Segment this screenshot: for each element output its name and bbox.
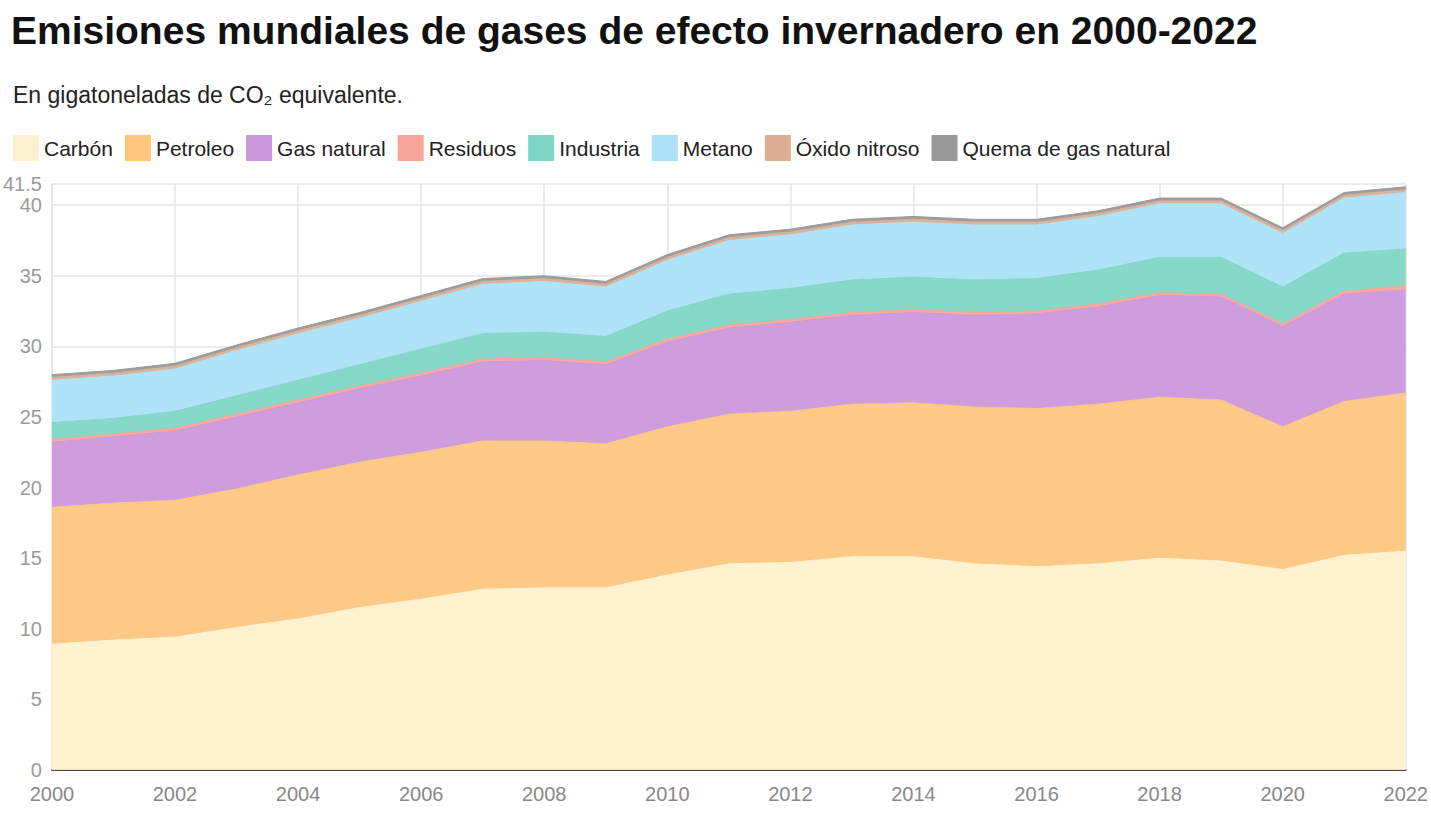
svg-text:40: 40 (20, 194, 42, 216)
svg-text:35: 35 (20, 265, 42, 287)
svg-text:Metano: Metano (683, 137, 753, 160)
svg-text:25: 25 (20, 406, 42, 428)
svg-text:2008: 2008 (522, 783, 567, 805)
svg-text:5: 5 (31, 688, 42, 710)
svg-text:2014: 2014 (891, 783, 936, 805)
svg-text:2020: 2020 (1260, 783, 1305, 805)
svg-text:Residuos: Residuos (429, 137, 517, 160)
svg-text:2010: 2010 (645, 783, 690, 805)
svg-text:Quema de gas natural: Quema de gas natural (963, 137, 1171, 160)
svg-text:Óxido nitroso: Óxido nitroso (796, 137, 920, 160)
svg-text:2002: 2002 (153, 783, 198, 805)
svg-text:15: 15 (20, 547, 42, 569)
svg-text:Emisiones mundiales de gases d: Emisiones mundiales de gases de efecto i… (11, 9, 1257, 52)
svg-text:10: 10 (20, 618, 42, 640)
svg-text:41.5: 41.5 (3, 173, 42, 195)
svg-text:0: 0 (31, 759, 42, 781)
svg-text:Gas natural: Gas natural (277, 137, 386, 160)
svg-text:2018: 2018 (1137, 783, 1182, 805)
svg-text:Carbón: Carbón (44, 137, 113, 160)
svg-text:2012: 2012 (768, 783, 813, 805)
svg-text:Petroleo: Petroleo (156, 137, 234, 160)
svg-text:2022: 2022 (1384, 783, 1429, 805)
svg-text:Industria: Industria (559, 137, 640, 160)
svg-text:30: 30 (20, 335, 42, 357)
svg-text:En gigatoneladas de CO₂ equiva: En gigatoneladas de CO₂ equivalente. (13, 82, 403, 108)
svg-text:2004: 2004 (276, 783, 321, 805)
svg-text:2006: 2006 (399, 783, 444, 805)
svg-text:2000: 2000 (30, 783, 74, 805)
svg-text:20: 20 (20, 477, 42, 499)
svg-text:2016: 2016 (1014, 783, 1059, 805)
